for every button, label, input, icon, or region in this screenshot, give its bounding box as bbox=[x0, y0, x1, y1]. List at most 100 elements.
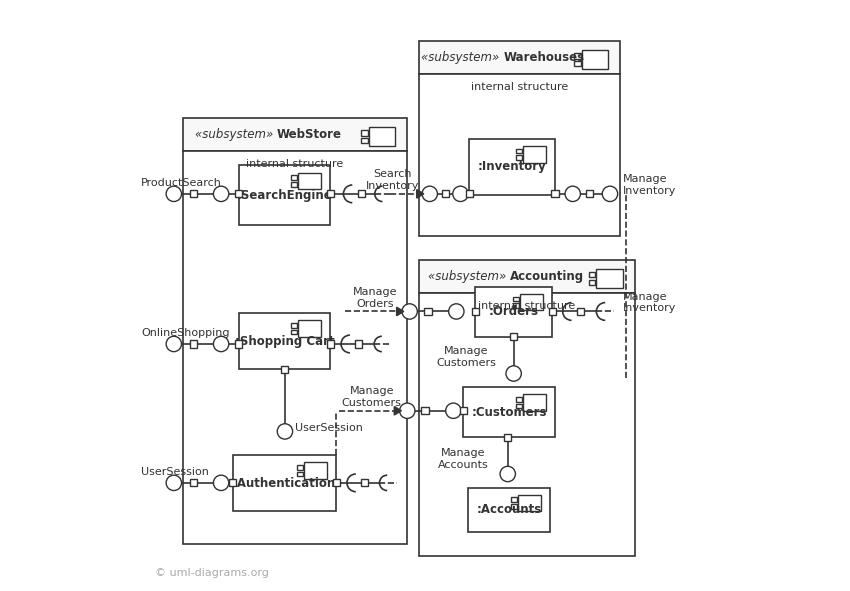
FancyBboxPatch shape bbox=[589, 272, 596, 277]
Circle shape bbox=[402, 304, 417, 319]
FancyBboxPatch shape bbox=[463, 387, 555, 437]
Text: Manage
Accounts: Manage Accounts bbox=[438, 448, 489, 470]
FancyBboxPatch shape bbox=[422, 407, 428, 414]
Text: UserSession: UserSession bbox=[141, 467, 209, 477]
FancyBboxPatch shape bbox=[292, 176, 297, 180]
FancyBboxPatch shape bbox=[292, 182, 297, 187]
Circle shape bbox=[277, 424, 292, 439]
Circle shape bbox=[213, 336, 229, 352]
Text: :Authentication: :Authentication bbox=[233, 477, 337, 489]
Text: :SearchEngine: :SearchEngine bbox=[237, 189, 332, 202]
FancyBboxPatch shape bbox=[516, 155, 522, 160]
Circle shape bbox=[453, 186, 468, 202]
FancyBboxPatch shape bbox=[442, 190, 450, 197]
Circle shape bbox=[506, 366, 521, 381]
FancyBboxPatch shape bbox=[298, 465, 303, 470]
Text: Warehouses: Warehouses bbox=[503, 51, 585, 64]
FancyBboxPatch shape bbox=[504, 434, 512, 441]
FancyBboxPatch shape bbox=[548, 308, 556, 315]
FancyBboxPatch shape bbox=[597, 269, 623, 288]
Text: :Customers: :Customers bbox=[472, 406, 547, 418]
FancyBboxPatch shape bbox=[574, 53, 581, 59]
FancyBboxPatch shape bbox=[466, 190, 473, 197]
FancyBboxPatch shape bbox=[233, 455, 337, 511]
Text: Search
Inventory: Search Inventory bbox=[366, 169, 419, 191]
Text: UserSession: UserSession bbox=[295, 424, 363, 433]
FancyBboxPatch shape bbox=[190, 479, 197, 486]
Text: OnlineShopping: OnlineShopping bbox=[141, 328, 230, 338]
FancyBboxPatch shape bbox=[190, 340, 197, 348]
FancyBboxPatch shape bbox=[298, 173, 321, 189]
FancyBboxPatch shape bbox=[475, 287, 552, 337]
Circle shape bbox=[422, 186, 438, 202]
Circle shape bbox=[449, 304, 464, 319]
FancyBboxPatch shape bbox=[552, 190, 558, 197]
FancyBboxPatch shape bbox=[230, 479, 236, 486]
Text: :Orders: :Orders bbox=[489, 306, 539, 318]
Circle shape bbox=[166, 336, 182, 352]
FancyBboxPatch shape bbox=[355, 340, 362, 348]
FancyBboxPatch shape bbox=[183, 118, 407, 151]
FancyBboxPatch shape bbox=[235, 340, 242, 348]
Text: © uml-diagrams.org: © uml-diagrams.org bbox=[156, 569, 269, 578]
Text: :Inventory: :Inventory bbox=[478, 161, 547, 173]
Circle shape bbox=[166, 186, 182, 202]
Text: Manage
Inventory: Manage Inventory bbox=[623, 292, 677, 313]
FancyBboxPatch shape bbox=[511, 504, 517, 509]
FancyBboxPatch shape bbox=[419, 41, 620, 74]
Circle shape bbox=[445, 403, 461, 418]
FancyBboxPatch shape bbox=[281, 366, 288, 373]
FancyBboxPatch shape bbox=[523, 146, 546, 163]
Text: Accounting: Accounting bbox=[510, 270, 584, 282]
FancyBboxPatch shape bbox=[327, 190, 334, 197]
Text: «subsystem»: «subsystem» bbox=[195, 128, 277, 141]
FancyBboxPatch shape bbox=[589, 280, 596, 285]
FancyBboxPatch shape bbox=[516, 397, 522, 402]
FancyBboxPatch shape bbox=[361, 130, 368, 135]
FancyBboxPatch shape bbox=[239, 313, 331, 369]
Text: Manage
Customers: Manage Customers bbox=[342, 386, 402, 408]
FancyBboxPatch shape bbox=[511, 498, 517, 502]
FancyBboxPatch shape bbox=[516, 404, 522, 408]
Text: WebStore: WebStore bbox=[277, 128, 342, 141]
Text: Manage
Orders: Manage Orders bbox=[353, 287, 397, 309]
FancyBboxPatch shape bbox=[303, 462, 327, 479]
Circle shape bbox=[400, 403, 415, 418]
FancyBboxPatch shape bbox=[327, 340, 334, 348]
FancyBboxPatch shape bbox=[190, 190, 197, 197]
FancyBboxPatch shape bbox=[183, 151, 407, 544]
FancyBboxPatch shape bbox=[510, 333, 517, 340]
Circle shape bbox=[565, 186, 581, 202]
Circle shape bbox=[603, 186, 618, 202]
FancyBboxPatch shape bbox=[513, 303, 518, 308]
FancyBboxPatch shape bbox=[298, 320, 321, 337]
Circle shape bbox=[500, 466, 515, 482]
FancyBboxPatch shape bbox=[581, 50, 608, 69]
Text: internal structure: internal structure bbox=[471, 82, 568, 92]
FancyBboxPatch shape bbox=[472, 308, 479, 315]
FancyBboxPatch shape bbox=[361, 479, 368, 486]
Text: «subsystem»: «subsystem» bbox=[428, 270, 510, 282]
Text: ProductSearch: ProductSearch bbox=[141, 178, 222, 188]
FancyBboxPatch shape bbox=[369, 127, 395, 146]
FancyBboxPatch shape bbox=[419, 74, 620, 236]
FancyBboxPatch shape bbox=[239, 165, 331, 225]
Polygon shape bbox=[397, 307, 404, 316]
FancyBboxPatch shape bbox=[513, 297, 518, 301]
Text: :Accounts: :Accounts bbox=[476, 504, 541, 516]
FancyBboxPatch shape bbox=[358, 190, 365, 197]
Polygon shape bbox=[416, 190, 424, 198]
FancyBboxPatch shape bbox=[460, 407, 467, 414]
Polygon shape bbox=[394, 407, 401, 415]
Circle shape bbox=[213, 475, 229, 491]
FancyBboxPatch shape bbox=[516, 149, 522, 154]
FancyBboxPatch shape bbox=[424, 308, 432, 315]
FancyBboxPatch shape bbox=[419, 260, 635, 293]
Text: «subsystem»: «subsystem» bbox=[422, 51, 503, 64]
Text: internal structure: internal structure bbox=[246, 159, 343, 168]
FancyBboxPatch shape bbox=[523, 394, 546, 411]
FancyBboxPatch shape bbox=[333, 479, 340, 486]
FancyBboxPatch shape bbox=[519, 294, 543, 310]
FancyBboxPatch shape bbox=[361, 138, 368, 143]
Circle shape bbox=[213, 186, 229, 202]
